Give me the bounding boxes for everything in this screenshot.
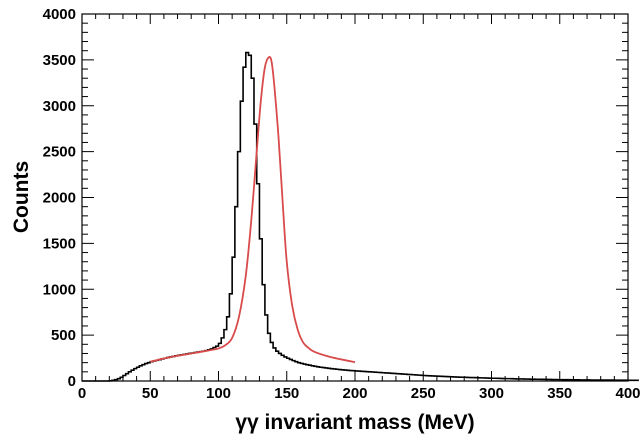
x-tick-label: 50 <box>142 385 159 402</box>
y-tick-label: 2000 <box>43 190 76 207</box>
x-tick-label: 300 <box>479 385 504 402</box>
y-tick-label: 1000 <box>43 281 76 298</box>
y-tick-label: 2500 <box>43 144 76 161</box>
x-tick-label: 100 <box>206 385 231 402</box>
y-tick-label: 3500 <box>43 52 76 69</box>
x-axis-title: γγ invariant mass (MeV) <box>235 411 474 434</box>
x-tick-label: 250 <box>411 385 436 402</box>
x-axis-ticks <box>81 14 629 381</box>
x-tick-label: 400 <box>615 385 640 402</box>
y-tick-label: 3000 <box>43 98 76 115</box>
plot-frame <box>81 13 629 382</box>
fit-curve <box>150 56 356 364</box>
histogram-series <box>82 51 639 382</box>
x-tick-label: 350 <box>547 385 572 402</box>
tick-labels: 0 50 100 150 200 250 300 350 4000500100015002000… <box>43 6 640 402</box>
x-tick-label: 150 <box>274 385 299 402</box>
y-tick-label: 0 <box>68 373 76 390</box>
y-tick-label: 4000 <box>43 6 76 23</box>
y-tick-label: 1500 <box>43 235 76 252</box>
y-axis-ticks <box>82 13 628 382</box>
y-tick-label: 500 <box>51 327 76 344</box>
y-axis-title: Counts <box>10 161 33 233</box>
x-tick-label: 0 <box>78 385 86 402</box>
x-tick-label: 200 <box>342 385 367 402</box>
